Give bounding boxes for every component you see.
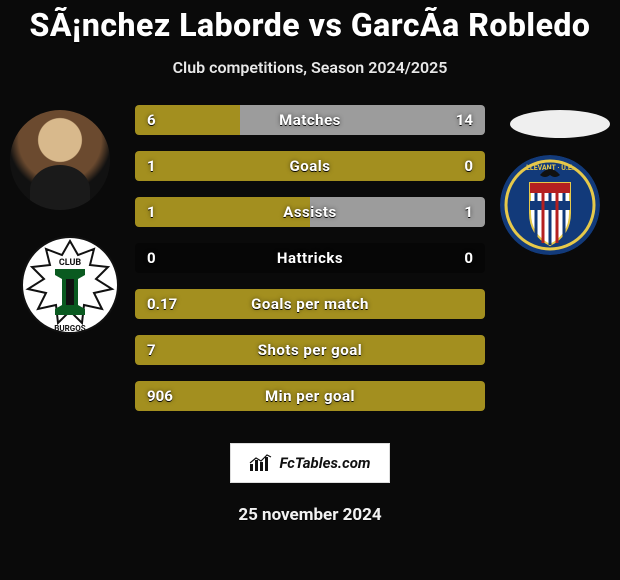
club-badge-right-icon: LLEVANT · U.E. (500, 155, 600, 255)
stat-value-left: 1 (147, 203, 156, 221)
date: 25 november 2024 (0, 505, 620, 525)
club-badge-left-icon: CLUB BURGOS (20, 235, 120, 335)
subtitle: Club competitions, Season 2024/2025 (0, 58, 620, 77)
stat-label: Goals (290, 157, 331, 175)
stat-label: Assists (283, 203, 336, 221)
stat-row: Assists 1 1 (135, 197, 485, 227)
right-club-badge: LLEVANT · U.E. (500, 155, 600, 255)
right-player-avatar (510, 110, 610, 138)
stat-value-right: 0 (464, 249, 473, 267)
stat-label: Hattricks (277, 249, 343, 267)
stat-value-right: 1 (464, 203, 473, 221)
stat-value-right: 0 (464, 157, 473, 175)
stat-row: Matches 6 14 (135, 105, 485, 135)
fctables-logo: FcTables.com (230, 443, 390, 483)
stat-value-left: 0 (147, 249, 156, 267)
stat-bar-right (240, 105, 485, 135)
stat-value-left: 6 (147, 111, 156, 129)
stat-row: Goals 1 0 (135, 151, 485, 181)
stat-value-left: 7 (147, 341, 156, 359)
stat-label: Matches (279, 111, 341, 129)
stat-row: Shots per goal 7 (135, 335, 485, 365)
attribution: FcTables.com (0, 443, 620, 483)
stat-value-left: 1 (147, 157, 156, 175)
svg-text:CLUB: CLUB (59, 258, 82, 268)
stat-value-right: 14 (456, 111, 473, 129)
comparison-stage: CLUB BURGOS LLEVANT · U.E. (0, 105, 620, 435)
stat-row: Min per goal 906 (135, 381, 485, 411)
stat-bars: Matches614Goals10Assists11Hattricks00Goa… (135, 105, 485, 427)
page-title: SÃ¡nchez Laborde vs GarcÃ­a Robledo (0, 0, 620, 44)
stat-row: Hattricks 0 0 (135, 243, 485, 273)
svg-text:BURGOS: BURGOS (54, 324, 85, 333)
barchart-icon (249, 454, 273, 472)
left-player-avatar (10, 110, 110, 210)
stat-label: Min per goal (265, 387, 355, 405)
player-headshot-icon (10, 110, 110, 210)
left-club-badge: CLUB BURGOS (20, 235, 120, 335)
stat-row: Goals per match 0.17 (135, 289, 485, 319)
stat-value-left: 906 (147, 387, 173, 405)
stat-label: Shots per goal (258, 341, 362, 359)
logo-text: FcTables.com (279, 454, 370, 472)
stat-value-left: 0.17 (147, 295, 177, 313)
stat-label: Goals per match (251, 295, 369, 313)
